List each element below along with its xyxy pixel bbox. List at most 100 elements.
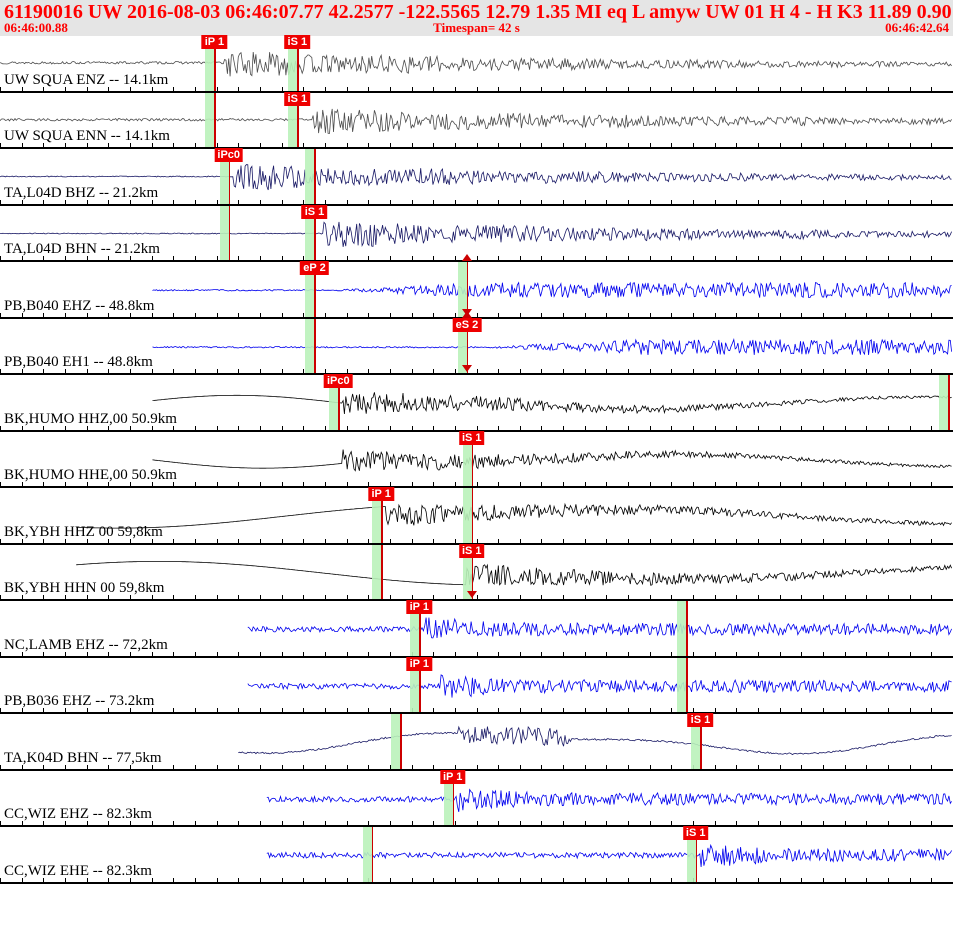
trace-row-12[interactable]: iS 1 TA,K04D BHN -- 77,5km: [0, 714, 953, 771]
pick-window-highlight-6-1: [939, 375, 948, 430]
tick-marks-9: [0, 593, 953, 601]
pick-label-4-0[interactable]: eP 2: [300, 261, 328, 275]
tick-marks-3: [0, 254, 953, 262]
pick-time-line-11-1: [686, 658, 688, 713]
pick-label-7-0[interactable]: iS 1: [459, 431, 485, 445]
tick-marks-11: [0, 706, 953, 714]
waveform-trace-2: [0, 149, 953, 206]
waveform-trace-4: [0, 262, 953, 319]
pick-label-0-0[interactable]: iP 1: [202, 35, 227, 49]
trace-row-11[interactable]: iP 1 PB,B036 EHZ -- 73.2km: [0, 658, 953, 715]
pick-label-12-1[interactable]: iS 1: [688, 713, 714, 727]
pick-window-highlight-12-1: [691, 714, 700, 769]
pick-window-highlight-4-0: [305, 262, 314, 317]
pick-label-14-1[interactable]: iS 1: [683, 826, 709, 840]
trace-row-5[interactable]: eS 2 PB,B040 EH1 -- 48.8km: [0, 319, 953, 376]
trace-row-3[interactable]: iS 1 TA,L04D BHN -- 21.2km: [0, 206, 953, 263]
tick-marks-14: [0, 876, 953, 884]
pick-window-highlight-10-0: [410, 601, 419, 656]
station-label-13: CC,WIZ EHZ -- 82.3km: [4, 806, 152, 823]
pick-time-line-8-1: [472, 488, 474, 543]
station-label-1: UW SQUA ENN -- 14.1km: [4, 128, 170, 145]
pick-window-highlight-14-1: [687, 827, 696, 882]
waveform-plot-area[interactable]: iP 1 iS 1 UW SQUA ENZ -- 14.1km iS 1 UW SQUA…: [0, 36, 953, 940]
pick-time-line-7-0: [472, 432, 474, 487]
time-left-label: 06:46:00.88: [4, 20, 68, 36]
pick-time-line-4-0: [314, 262, 316, 317]
pick-window-highlight-11-0: [410, 658, 419, 713]
trace-row-9[interactable]: iS 1 BK,YBH HHN 00 59,8km: [0, 545, 953, 602]
pick-time-line-5-1: [467, 319, 469, 374]
pick-window-highlight-10-1: [677, 601, 686, 656]
trace-row-14[interactable]: iS 1 CC,WIZ EHE -- 82.3km: [0, 827, 953, 884]
station-label-14: CC,WIZ EHE -- 82.3km: [4, 863, 152, 880]
pick-label-1-1[interactable]: iS 1: [285, 92, 311, 106]
station-label-5: PB,B040 EH1 -- 48.8km: [4, 354, 153, 371]
pick-time-line-4-1: [467, 262, 469, 317]
trace-row-8[interactable]: iP 1 BK,YBH HHZ 00 59,8km: [0, 488, 953, 545]
station-label-6: BK,HUMO HHZ,00 50.9km: [4, 411, 177, 428]
time-right-label: 06:46:42.64: [885, 20, 949, 36]
pick-label-5-1[interactable]: eS 2: [453, 318, 482, 332]
pick-label-10-0[interactable]: iP 1: [407, 600, 432, 614]
pick-window-highlight-4-1: [458, 262, 467, 317]
pick-window-highlight-13-0: [444, 771, 453, 826]
trace-row-4[interactable]: eP 2 PB,B040 EHZ -- 48.8km: [0, 262, 953, 319]
tick-marks-10: [0, 650, 953, 658]
station-label-9: BK,YBH HHN 00 59,8km: [4, 580, 164, 597]
trace-row-13[interactable]: iP 1 CC,WIZ EHZ -- 82.3km: [0, 771, 953, 828]
pick-window-highlight-12-0: [391, 714, 400, 769]
pick-time-line-2-1: [314, 149, 316, 204]
trace-row-7[interactable]: iS 1 BK,HUMO HHE,00 50.9km: [0, 432, 953, 489]
pick-window-highlight-3-1: [305, 206, 314, 261]
trace-row-0[interactable]: iP 1 iS 1 UW SQUA ENZ -- 14.1km: [0, 36, 953, 93]
pick-window-highlight-3-0: [220, 206, 229, 261]
pick-window-highlight-1-1: [288, 93, 297, 148]
pick-window-highlight-9-0: [372, 545, 381, 600]
tick-marks-0: [0, 85, 953, 93]
pick-window-highlight-11-1: [677, 658, 686, 713]
pick-window-highlight-0-1: [288, 36, 297, 91]
pick-time-line-11-0: [419, 658, 421, 713]
pick-window-highlight-6-0: [329, 375, 338, 430]
pick-window-highlight-9-1: [463, 545, 472, 600]
tick-marks-7: [0, 480, 953, 488]
pick-label-8-0[interactable]: iP 1: [369, 487, 394, 501]
pick-time-line-6-0: [338, 375, 340, 430]
pick-label-6-0[interactable]: iPc0: [324, 374, 353, 388]
pick-time-line-0-1: [297, 36, 299, 91]
tick-marks-13: [0, 819, 953, 827]
pick-window-highlight-8-1: [463, 488, 472, 543]
station-label-2: TA,L04D BHZ -- 21.2km: [4, 185, 158, 202]
station-label-0: UW SQUA ENZ -- 14.1km: [4, 72, 168, 89]
pick-time-line-6-1: [948, 375, 950, 430]
waveform-trace-12: [0, 714, 953, 771]
pick-label-9-1[interactable]: iS 1: [459, 544, 485, 558]
pick-label-11-0[interactable]: iP 1: [407, 657, 432, 671]
pick-time-line-3-0: [229, 206, 231, 261]
pick-time-line-10-0: [419, 601, 421, 656]
station-label-3: TA,L04D BHN -- 21.2km: [4, 241, 160, 258]
station-label-8: BK,YBH HHZ 00 59,8km: [4, 524, 163, 541]
pick-window-highlight-1-0: [205, 93, 214, 148]
waveform-trace-5: [0, 319, 953, 376]
waveform-trace-11: [0, 658, 953, 715]
trace-row-2[interactable]: iPc0 TA,L04D BHZ -- 21.2km: [0, 149, 953, 206]
pick-label-0-1[interactable]: iS 1: [285, 35, 311, 49]
pick-window-highlight-2-1: [305, 149, 314, 204]
pick-label-13-0[interactable]: iP 1: [440, 770, 465, 784]
pick-time-line-9-0: [381, 545, 383, 600]
amplitude-marker-down-5-1: [462, 365, 472, 372]
trace-row-6[interactable]: iPc0 BK,HUMO HHZ,00 50.9km: [0, 375, 953, 432]
waveform-trace-7: [0, 432, 953, 489]
waveform-trace-3: [0, 206, 953, 263]
trace-row-10[interactable]: iP 1 NC,LAMB EHZ -- 72,2km: [0, 601, 953, 658]
pick-time-line-14-1: [696, 827, 698, 882]
pick-label-2-0[interactable]: iPc0: [214, 148, 243, 162]
pick-label-3-1[interactable]: iS 1: [302, 205, 328, 219]
waveform-trace-8: [0, 488, 953, 545]
waveform-trace-0: [0, 36, 953, 93]
trace-row-1[interactable]: iS 1 UW SQUA ENN -- 14.1km: [0, 93, 953, 150]
amplitude-marker-down-4-1: [462, 309, 472, 316]
pick-time-line-10-1: [686, 601, 688, 656]
